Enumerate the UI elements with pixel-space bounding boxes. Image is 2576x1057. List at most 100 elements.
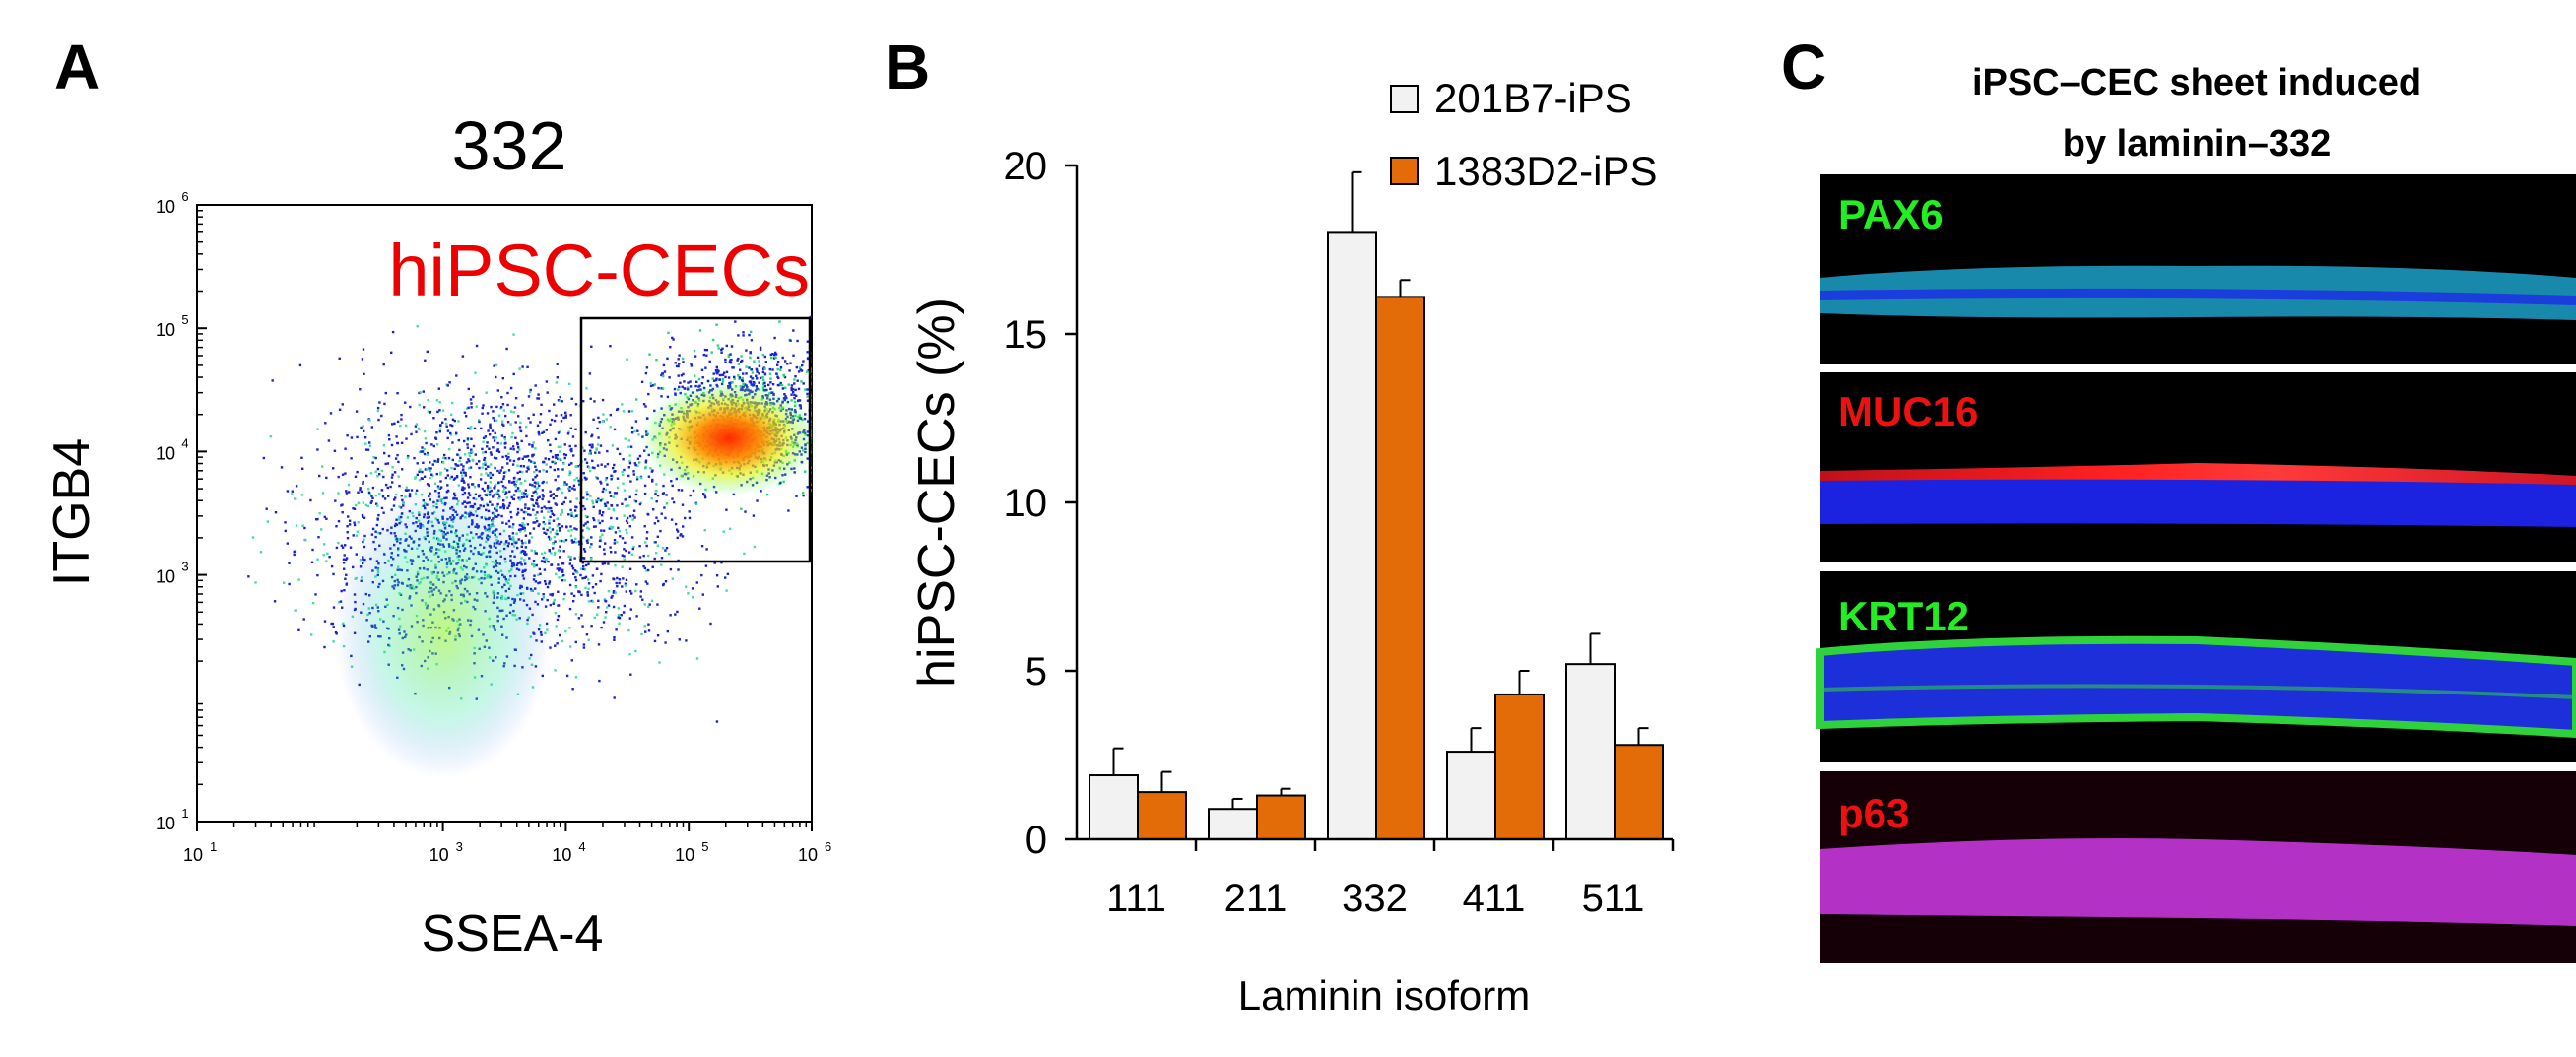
flow-event-dot bbox=[635, 583, 638, 586]
flow-event-dot bbox=[758, 364, 761, 367]
flow-event-dot bbox=[802, 382, 805, 385]
flow-event-dot bbox=[649, 467, 652, 470]
flow-event-dot bbox=[750, 339, 754, 342]
flow-event-dot bbox=[634, 500, 638, 503]
flow-event-dot bbox=[557, 445, 561, 449]
flow-event-dot bbox=[529, 421, 532, 424]
flow-event-dot bbox=[391, 481, 394, 484]
flow-event-dot bbox=[494, 487, 496, 490]
flow-event-dot bbox=[562, 540, 566, 543]
flow-event-dot bbox=[617, 526, 620, 530]
flow-event-dot bbox=[729, 362, 733, 364]
flow-event-dot bbox=[435, 472, 438, 476]
flow-event-dot bbox=[370, 495, 373, 497]
flow-event-dot bbox=[723, 371, 726, 374]
flow-event-dot bbox=[547, 439, 550, 442]
flow-event-dot bbox=[590, 434, 593, 438]
flow-event-dot bbox=[606, 483, 609, 486]
flow-event-dot bbox=[541, 497, 544, 501]
flow-event-dot bbox=[645, 544, 648, 548]
flow-event-dot bbox=[714, 369, 718, 372]
flow-event-dot bbox=[557, 468, 560, 471]
flow-event-dot bbox=[467, 466, 471, 470]
flow-event-dot bbox=[647, 605, 650, 609]
flow-event-dot bbox=[501, 485, 505, 488]
flow-event-dot bbox=[681, 385, 684, 388]
flow-event-dot bbox=[446, 429, 450, 432]
hipsc-cec-gate bbox=[579, 316, 812, 563]
flow-event-dot bbox=[522, 526, 525, 529]
flow-event-dot bbox=[443, 453, 446, 457]
flow-event-dot bbox=[484, 435, 488, 438]
flow-event-dot bbox=[574, 613, 578, 616]
flow-event-dot bbox=[577, 479, 580, 483]
flow-event-dot bbox=[494, 485, 496, 488]
flow-event-dot bbox=[454, 463, 457, 466]
flow-event-dot bbox=[550, 552, 553, 555]
flow-event-dot bbox=[416, 473, 419, 477]
flow-event-dot bbox=[656, 544, 659, 547]
flow-event-dot bbox=[554, 669, 557, 672]
flow-event-dot bbox=[507, 469, 511, 472]
flow-event-dot bbox=[475, 462, 478, 466]
flow-event-dot bbox=[606, 449, 609, 453]
flow-event-dot bbox=[426, 350, 429, 354]
flow-event-dot bbox=[666, 395, 670, 399]
flow-event-dot bbox=[550, 563, 554, 566]
flow-event-dot bbox=[374, 494, 378, 497]
flow-event-dot bbox=[469, 428, 472, 430]
flow-event-dot bbox=[552, 602, 555, 605]
flow-event-dot bbox=[384, 462, 387, 466]
flow-event-dot bbox=[590, 543, 593, 546]
flow-event-dot bbox=[561, 570, 564, 573]
flow-event-dot bbox=[564, 629, 567, 633]
flow-event-dot bbox=[583, 568, 587, 571]
flow-event-dot bbox=[509, 386, 513, 390]
flow-event-dot bbox=[359, 488, 362, 492]
flow-event-dot bbox=[571, 567, 575, 570]
flow-event-dot bbox=[443, 467, 447, 470]
flow-event-dot bbox=[556, 517, 559, 520]
flow-event-dot bbox=[541, 489, 545, 492]
flow-event-dot bbox=[601, 420, 604, 423]
flow-event-dot bbox=[329, 412, 333, 415]
flow-event-dot bbox=[700, 368, 704, 371]
flow-event-dot bbox=[401, 468, 404, 471]
flow-event-dot bbox=[573, 557, 576, 560]
flow-event-dot bbox=[429, 469, 431, 473]
flow-event-dot bbox=[542, 527, 545, 530]
flow-event-dot bbox=[745, 349, 748, 352]
flow-event-dot bbox=[588, 443, 591, 447]
flow-event-dot bbox=[558, 567, 561, 570]
flow-event-dot bbox=[458, 448, 461, 452]
flow-event-dot bbox=[499, 442, 502, 445]
flow-event-dot bbox=[551, 512, 554, 515]
flow-event-dot bbox=[625, 578, 628, 581]
flow-event-dot bbox=[644, 630, 647, 633]
flow-event-dot bbox=[333, 449, 337, 452]
flow-event-dot bbox=[674, 362, 677, 364]
flow-event-dot bbox=[600, 572, 603, 576]
flow-event-dot bbox=[717, 347, 720, 350]
flow-event-dot bbox=[363, 436, 367, 439]
flow-event-dot bbox=[668, 553, 671, 556]
flow-event-dot bbox=[414, 477, 417, 480]
flow-event-dot bbox=[729, 359, 732, 362]
flow-event-dot bbox=[449, 477, 452, 480]
flow-event-dot bbox=[512, 333, 515, 336]
flow-event-dot bbox=[661, 493, 665, 495]
flow-event-dot bbox=[573, 569, 577, 572]
bar-x-tick-label: 111 bbox=[1106, 877, 1166, 920]
flow-event-dot bbox=[715, 574, 719, 577]
flow-event-dot bbox=[613, 696, 616, 699]
flow-event-dot bbox=[653, 541, 656, 544]
flow-event-dot bbox=[538, 523, 541, 526]
flow-event-dot bbox=[561, 468, 564, 471]
flow-event-dot bbox=[537, 432, 541, 435]
flow-event-dot bbox=[325, 560, 328, 562]
flow-event-dot bbox=[499, 469, 502, 472]
flow-event-dot bbox=[590, 599, 593, 603]
flow-event-dot bbox=[511, 481, 514, 484]
flow-event-dot bbox=[353, 523, 357, 527]
flow-event-dot bbox=[648, 603, 651, 606]
